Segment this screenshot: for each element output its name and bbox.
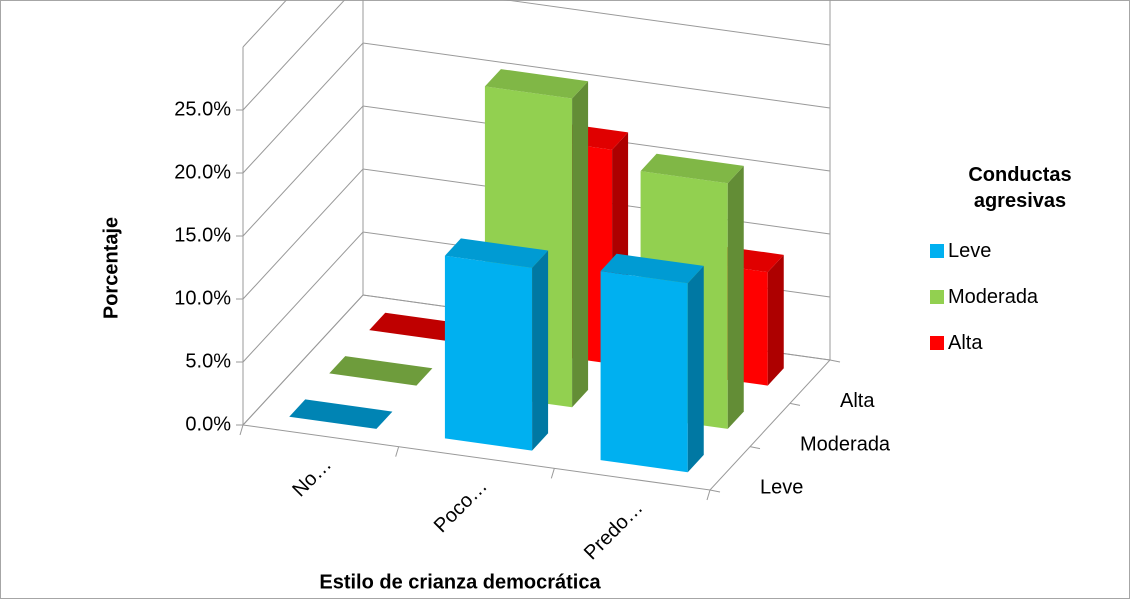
legend-label: Alta [948, 331, 983, 354]
depth-tick [789, 402, 801, 406]
bar [444, 238, 549, 451]
legend-item: Alta [930, 320, 1110, 366]
y-tick-label: 0.0% [185, 413, 231, 435]
depth-label: Alta [840, 390, 875, 412]
legend-label: Moderada [948, 285, 1039, 308]
depth-tick [829, 359, 841, 363]
legend-label: Leve [948, 239, 992, 262]
y-tick-label: 20.0% [174, 161, 231, 183]
legend-swatch [930, 336, 944, 350]
depth-label: Leve [760, 477, 803, 499]
x-tick [550, 468, 555, 479]
depth-tick [749, 446, 761, 450]
x-tick [395, 446, 400, 457]
legend-item: Leve [930, 228, 1110, 274]
bar [289, 399, 393, 429]
legend: Conductas agresivas Leve Moderada Alta [930, 162, 1110, 366]
bar-side [572, 81, 589, 408]
bar-side [532, 250, 549, 451]
bar-top [289, 399, 393, 429]
legend-item: Moderada [930, 274, 1110, 320]
bar-front [444, 255, 533, 451]
y-tick-label: 10.0% [174, 287, 231, 309]
bar [329, 356, 433, 386]
bar-top [640, 153, 744, 184]
y-tick-label: 5.0% [185, 350, 231, 372]
grid-line [242, 42, 831, 174]
y-tick-label: 15.0% [174, 224, 231, 246]
bar-top [484, 69, 589, 99]
legend-swatch [930, 244, 944, 258]
depth-label: Moderada [800, 433, 891, 455]
depth-tick [709, 489, 721, 493]
bar-side [767, 254, 784, 386]
y-tick-label: 25.0% [174, 98, 231, 120]
y-axis-title: Porcentaje [100, 217, 122, 319]
grid-line [242, 0, 831, 111]
x-axis-title: Estilo de crianza democrática [319, 571, 601, 593]
bar-side [727, 165, 744, 429]
x-tick [239, 424, 244, 436]
bar-top [444, 238, 549, 268]
bar-top [600, 253, 704, 284]
bar-side [687, 265, 704, 473]
legend-swatch [930, 290, 944, 304]
x-tick [706, 489, 711, 501]
bar [600, 253, 704, 473]
bar-top [329, 356, 433, 386]
bar-front [600, 271, 688, 473]
wall-outline [242, 0, 288, 48]
legend-title: Conductas agresivas [968, 164, 1072, 212]
grid-line [242, 105, 831, 237]
